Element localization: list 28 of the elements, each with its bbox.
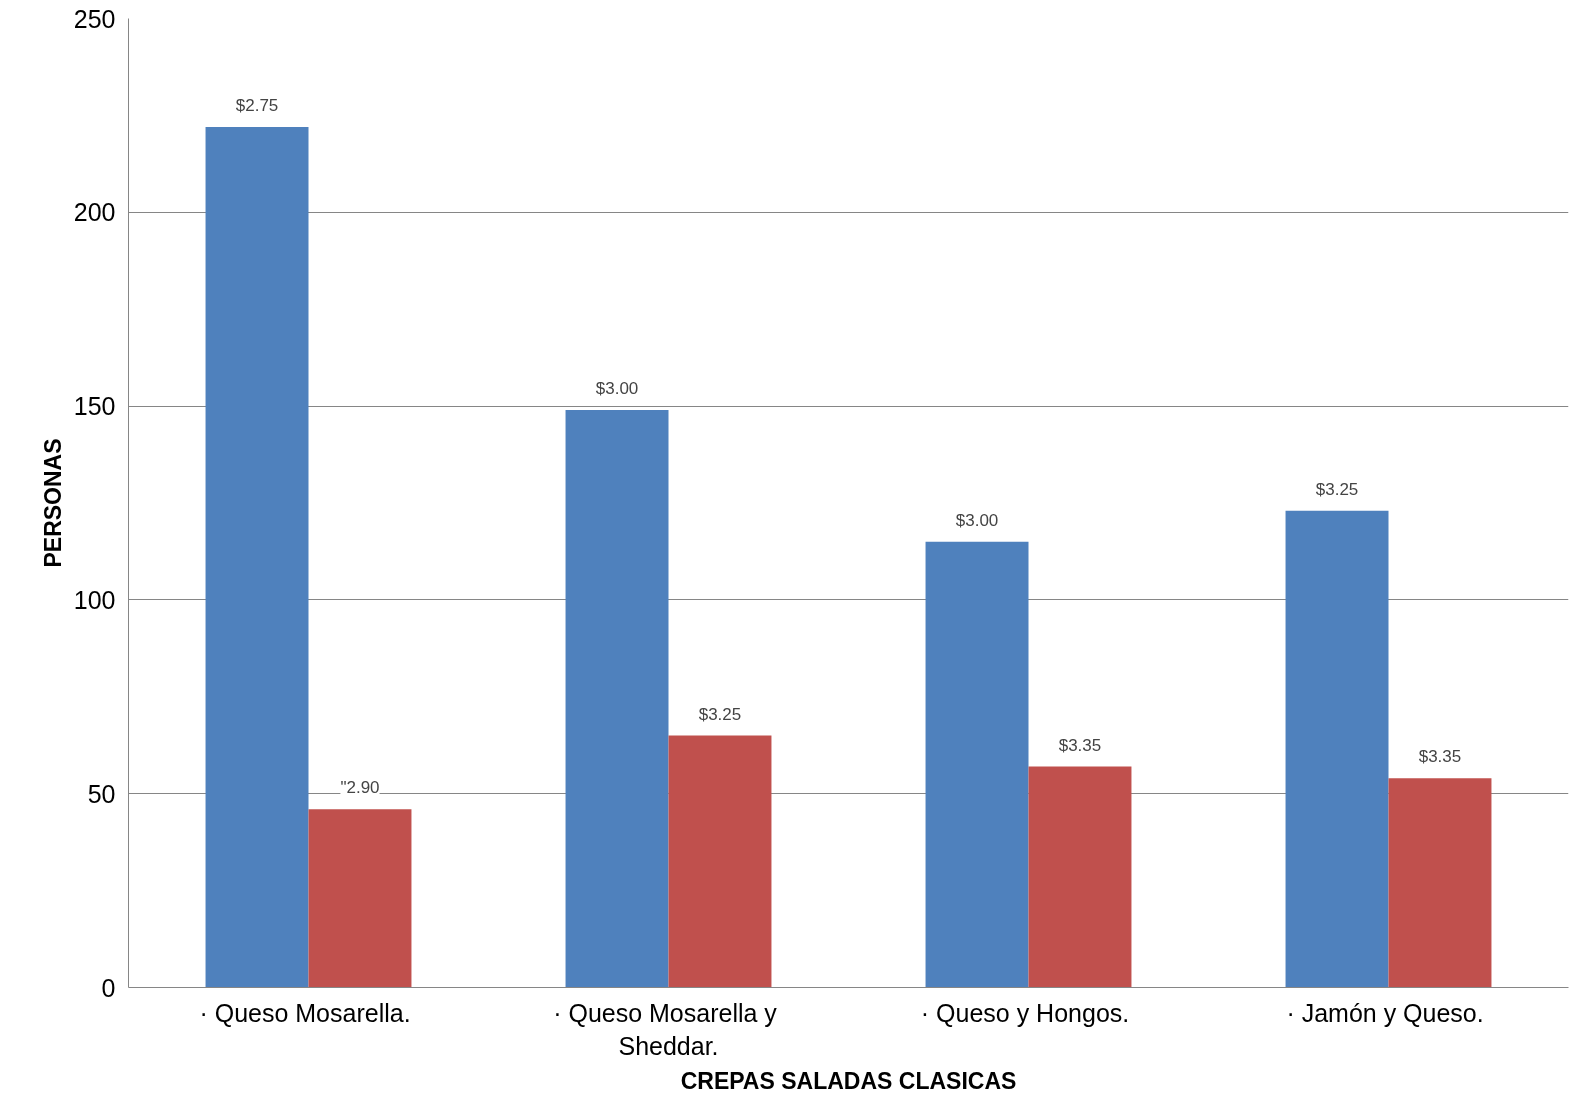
x-tick-label: · Jamón y Queso.	[1286, 998, 1484, 1027]
bar	[205, 127, 309, 988]
bar	[308, 809, 412, 988]
annotation: $3.25	[698, 704, 742, 724]
x-tick-label: · Queso y Hongos.	[920, 998, 1130, 1027]
x-tick-label: · Queso Mosarella.	[199, 998, 411, 1027]
x-tick-label: · Queso Mosarella y Sheddar.	[553, 998, 778, 1061]
y-tick-label: 0	[101, 973, 116, 1002]
bar	[1028, 766, 1132, 988]
annotation: $3.00	[595, 378, 639, 398]
annotation: $3.25	[1315, 479, 1359, 499]
y-tick-label: 50	[87, 779, 116, 808]
bar	[668, 735, 772, 988]
annotation: "2.90	[340, 778, 380, 798]
annotation: $3.00	[955, 510, 999, 530]
annotation: $3.35	[1058, 735, 1102, 755]
y-tick-label: 200	[73, 198, 116, 227]
bar	[1388, 778, 1492, 988]
y-axis-title: PERSONAS	[39, 438, 66, 568]
y-tick-label: 150	[73, 392, 116, 421]
x-axis-title: CREPAS SALADAS CLASICAS	[680, 1068, 1017, 1095]
annotation: $2.75	[235, 96, 279, 116]
bar	[925, 541, 1029, 988]
bar	[565, 409, 669, 988]
y-tick-label: 100	[73, 585, 116, 614]
y-tick-label: 250	[73, 4, 116, 33]
bar	[1285, 510, 1389, 988]
annotation: $3.35	[1418, 747, 1462, 767]
